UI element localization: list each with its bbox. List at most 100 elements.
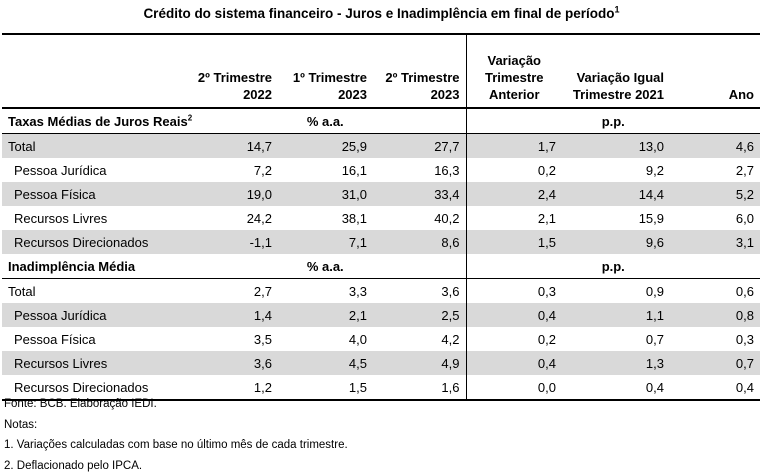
cell: 1,7 [466,133,562,158]
cell: 2,5 [373,303,467,327]
cell: 38,1 [341,210,367,226]
table-row: Total 2,7 3,3 3,6 0,3 0,9 0,6 [2,278,760,303]
footnotes: Fonte: BCB. Elaboração IEDI. Notas: 1. V… [4,394,348,476]
cell: 1,5 [278,375,373,401]
table-row: Pessoa Física 3,5 4,0 4,2 0,2 0,7 0,3 [2,327,760,351]
table-title: Crédito do sistema financeiro - Juros e … [0,4,763,21]
row-label: Pessoa Física [2,182,185,206]
cell: 1,1 [562,303,670,327]
cell: 4,0 [348,331,367,347]
cell: 1,6 [373,375,467,401]
cell: 0,8 [670,303,760,327]
cell: 31,0 [278,182,373,206]
cell: 2,1 [537,210,556,226]
cell: 14,7 [185,133,278,158]
row-label: Pessoa Jurídica [2,303,185,327]
cell: 0,7 [670,351,760,375]
cell: 6,0 [735,210,754,226]
cell: 3,3 [348,283,367,299]
cell: 19,0 [185,182,278,206]
table-row: Recursos Direcionados -1,1 7,1 8,6 1,5 9… [2,230,760,254]
title-footnote-marker: 1 [614,4,620,15]
section-label: Taxas Médias de Juros Reais2 [2,108,192,134]
cell: 0,3 [537,283,556,299]
cell: 1,4 [185,303,278,327]
cell: 7,1 [278,230,373,254]
cell: 0,7 [645,331,664,347]
cell: 0,4 [466,303,562,327]
row-label: Recursos Livres [2,351,185,375]
cell: 40,2 [373,206,467,230]
cell: 3,1 [670,230,760,254]
header-col-2q2022: 2º Trimestre 2022 [185,33,278,109]
table-row: Pessoa Física 19,0 31,0 33,4 2,4 14,4 5,… [2,182,760,206]
cell: 2,1 [278,303,373,327]
row-label: Total [2,133,185,158]
source-note: Fonte: BCB. Elaboração IEDI. [4,398,157,410]
cell: 9,2 [645,162,664,178]
section-unit-left: % a.a. [185,108,467,134]
header-label-col [2,33,185,109]
section-header-default: Inadimplência Média % a.a. p.p. [2,254,760,279]
cell: 14,4 [562,182,670,206]
header-col-var-prev-quarter: Variação Trimestre Anterior [466,33,562,109]
table-row: Recursos Livres 3,6 4,5 4,9 0,4 1,3 0,7 [2,351,760,375]
cell: 0,6 [735,283,754,299]
cell: 4,9 [373,351,467,375]
header-col-year: Ano [670,33,760,109]
table-row: Pessoa Jurídica 1,4 2,1 2,5 0,4 1,1 0,8 [2,303,760,327]
cell: 0,4 [466,351,562,375]
row-label: Recursos Livres [14,210,108,226]
cell: 9,6 [562,230,670,254]
table-row: Total 14,7 25,9 27,7 1,7 13,0 4,6 [2,133,760,158]
cell: 4,6 [670,133,760,158]
cell: 1,2 [185,375,278,401]
cell: 0,2 [537,331,556,347]
cell: 1,3 [562,351,670,375]
row-label: Recursos Direcionados [2,375,185,401]
cell: 24,2 [246,210,272,226]
cell: 0,4 [562,375,670,401]
cell: 33,4 [373,182,467,206]
cell: 13,0 [562,133,670,158]
notes-heading: Notas: [4,418,38,431]
cell: 2,4 [466,182,562,206]
row-label: Pessoa Jurídica [14,162,107,178]
cell: 4,5 [278,351,373,375]
cell: 0,0 [466,375,562,401]
cell: 16,3 [373,158,467,182]
cell: 0,4 [670,375,760,401]
title-text: Crédito do sistema financeiro - Juros e … [143,6,615,21]
table-row: Recursos Livres 24,2 38,1 40,2 2,1 15,9 … [2,206,760,230]
credit-table: 2º Trimestre 2022 1º Trimestre 2023 2º Tri… [2,33,760,401]
cell: 0,3 [735,331,754,347]
cell: 16,1 [341,162,367,178]
cell: 5,2 [670,182,760,206]
cell: 8,6 [373,230,467,254]
cell: 1,5 [466,230,562,254]
cell: 15,9 [638,210,664,226]
footnote-1: 1. Variações calculadas com base no últi… [4,439,348,452]
cell: 7,2 [253,162,272,178]
cell: 27,7 [373,133,467,158]
section-unit-left: % a.a. [185,254,467,279]
table-row: Pessoa Jurídica 7,2 16,1 16,3 0,2 9,2 2,… [2,158,760,182]
cell: -1,1 [185,230,278,254]
cell: 3,6 [185,351,278,375]
header-col-1q2023: 1º Trimestre 2023 [278,33,373,109]
table-row: Recursos Direcionados 1,2 1,5 1,6 0,0 0,… [2,375,760,401]
cell: 3,6 [373,278,467,303]
row-label: Recursos Direcionados [2,230,185,254]
footnote-2: 2. Deflacionado pelo IPCA. [4,459,143,472]
header-col-var-same-quarter: Variação Igual Trimestre 2021 [562,33,670,109]
cell: 3,5 [253,331,272,347]
row-label: Total [8,283,36,299]
cell: 0,9 [645,283,664,299]
row-label: Pessoa Física [14,331,96,347]
cell: 2,7 [253,283,272,299]
section-header-interest: Taxas Médias de Juros Reais2 % a.a. p.p. [2,108,760,134]
cell: 25,9 [278,133,373,158]
header-col-2q2023: 2º Trimestre 2023 [373,33,467,109]
header-row: 2º Trimestre 2022 1º Trimestre 2023 2º Tri… [2,33,760,109]
